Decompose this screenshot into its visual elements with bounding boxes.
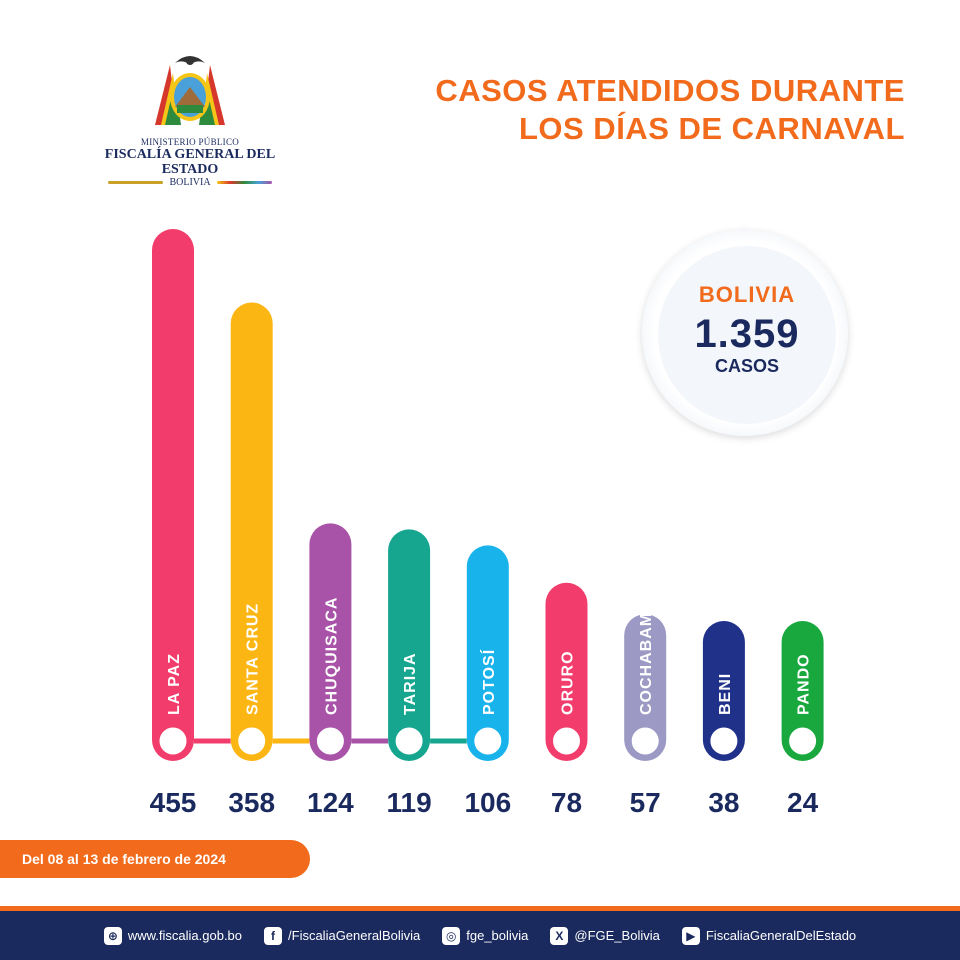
- bar-chuquisaca: CHUQUISACA 124: [307, 523, 354, 818]
- instagram-icon: ◎: [442, 926, 461, 945]
- bar-category-label: TARIJA: [402, 652, 419, 715]
- bar-base-circle: [392, 724, 426, 758]
- footer-website-label: www.fiscalia.gob.bo: [127, 928, 243, 943]
- footer-youtube-label: FiscaliaGeneralDelEstado: [705, 928, 857, 943]
- bar-value-label: 57: [630, 787, 661, 818]
- logo-country: BOLIVIA: [95, 177, 285, 188]
- bar: [152, 229, 194, 761]
- footer-facebook-label: /FiscaliaGeneralBolivia: [288, 928, 421, 943]
- bar-category-label: ORURO: [560, 650, 577, 715]
- coat-of-arms-icon: [155, 56, 225, 125]
- footer-x-label: @FGE_Bolivia: [574, 928, 660, 943]
- bar-tarija: TARIJA 119: [387, 529, 432, 818]
- bar-pando: PANDO 24: [781, 621, 824, 818]
- footer-x[interactable]: X @FGE_Bolivia: [550, 926, 660, 945]
- bar-base-circle: [786, 724, 820, 758]
- bar-chart: LA PAZ 455 SANTA CRUZ 358 CHUQUISACA 124 TARIJ…: [150, 229, 824, 818]
- bar: [545, 582, 588, 761]
- bar-value-label: 78: [551, 787, 582, 818]
- bar: [466, 545, 509, 761]
- bar-base-circle: [313, 724, 347, 758]
- bar-value-label: 119: [387, 787, 432, 818]
- bar-value-label: 124: [307, 787, 354, 818]
- bar-base-circle: [707, 724, 741, 758]
- bar-value-label: 106: [464, 787, 511, 818]
- bar-value-label: 358: [228, 787, 275, 818]
- bar-base-circle: [628, 724, 662, 758]
- badge-country: BOLIVIA: [698, 282, 796, 307]
- total-badge-inner: BOLIVIA 1.359 CASOS: [656, 244, 838, 426]
- logo-country-label: BOLIVIA: [169, 177, 211, 188]
- footer: ⊕ www.fiscalia.gob.bo f /FiscaliaGeneral…: [0, 911, 960, 960]
- badge-total: 1.359: [694, 312, 800, 356]
- ministry-label: MINISTERIO PÚBLICO: [140, 137, 240, 147]
- bar-la-paz: LA PAZ 455: [150, 229, 197, 818]
- bar-cochabamba: COCHABAMBA 57: [624, 587, 667, 818]
- bar-potos-: POTOSÍ 106: [464, 545, 511, 818]
- bar: [624, 614, 667, 761]
- footer-facebook[interactable]: f /FiscaliaGeneralBolivia: [264, 926, 421, 945]
- footer-instagram[interactable]: ◎ fge_bolivia: [442, 926, 529, 945]
- bar-base-circle: [471, 724, 505, 758]
- footer-accent: [0, 906, 960, 911]
- bar-beni: BENI 38: [702, 621, 745, 818]
- footer-instagram-label: fge_bolivia: [466, 928, 529, 943]
- bar-category-label: PANDO: [796, 653, 813, 715]
- facebook-icon: f: [264, 926, 283, 945]
- bar-category-label: SANTA CRUZ: [245, 603, 262, 715]
- bar: [702, 621, 745, 761]
- bar: [230, 302, 273, 761]
- bar-category-label: COCHABAMBA: [638, 587, 655, 715]
- badge-unit: CASOS: [714, 356, 779, 376]
- bar-oruro: ORURO 78: [545, 582, 588, 818]
- bar: [388, 529, 431, 761]
- title-line-2: LOS DÍAS DE CARNAVAL: [518, 111, 905, 146]
- org-name: FISCALÍA GENERAL DEL ESTADO: [104, 147, 276, 177]
- bar-base-circle: [235, 724, 269, 758]
- bar-category-label: BENI: [717, 673, 734, 715]
- fiscalia-logo: MINISTERIO PÚBLICO FISCALÍA GENERAL DEL …: [95, 45, 285, 188]
- bar: [781, 621, 824, 761]
- bar-value-label: 455: [150, 787, 197, 818]
- bar-base-circle: [156, 724, 190, 758]
- page-title: CASOS ATENDIDOS DURANTE LOS DÍAS DE CARN…: [435, 72, 905, 148]
- bar-santa-cruz: SANTA CRUZ 358: [228, 302, 275, 818]
- total-badge: BOLIVIA 1.359 CASOS: [642, 230, 848, 436]
- bar-category-label: CHUQUISACA: [323, 597, 340, 715]
- globe-icon: ⊕: [103, 926, 122, 945]
- footer-website[interactable]: ⊕ www.fiscalia.gob.bo: [103, 926, 243, 945]
- footer-youtube[interactable]: ▶ FiscaliaGeneralDelEstado: [681, 926, 857, 945]
- bar-category-label: POTOSÍ: [479, 649, 498, 715]
- bar-base-circle: [550, 724, 583, 758]
- title-line-1: CASOS ATENDIDOS DURANTE: [435, 73, 905, 108]
- bar-value-label: 38: [708, 787, 739, 818]
- date-range-label: Del 08 al 13 de febrero de 2024: [0, 840, 310, 878]
- youtube-icon: ▶: [681, 926, 700, 945]
- bar-value-label: 24: [787, 787, 819, 818]
- bar: [309, 523, 352, 761]
- bar-category-label: LA PAZ: [166, 653, 183, 715]
- x-icon: X: [550, 926, 569, 945]
